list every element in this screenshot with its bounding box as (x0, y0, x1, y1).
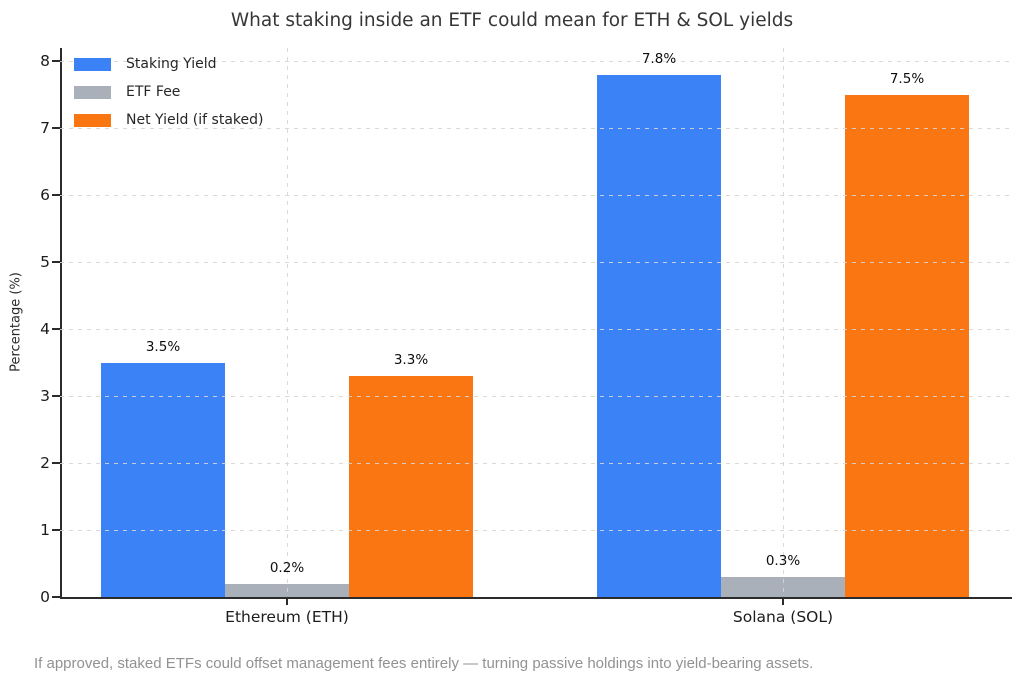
plot-area (60, 48, 1012, 599)
h-gridline (60, 530, 1010, 532)
legend-swatch (74, 57, 111, 71)
bar-value-label: 0.3% (765, 552, 801, 569)
bar-net-yield-if-staked (845, 94, 969, 597)
h-gridline (60, 463, 1010, 465)
x-tick-label: Solana (SOL) (732, 608, 834, 626)
bar-net-yield-if-staked (349, 376, 473, 597)
y-tick-label: 7 (40, 119, 50, 138)
legend-swatch (74, 113, 111, 127)
y-tick-mark (52, 194, 60, 197)
y-tick-label: 3 (40, 387, 50, 406)
legend-item: Staking Yield (74, 56, 263, 72)
chart-title: What staking inside an ETF could mean fo… (230, 10, 794, 31)
caption: If approved, staked ETFs could offset ma… (34, 655, 814, 672)
legend-swatch (74, 85, 111, 99)
bar-value-label: 7.5% (889, 70, 925, 87)
y-tick-mark (52, 395, 60, 398)
bar-value-label: 0.2% (269, 559, 305, 576)
y-tick-label: 8 (40, 52, 50, 71)
y-tick-label: 6 (40, 186, 50, 205)
y-tick-label: 5 (40, 253, 50, 272)
y-tick-mark (52, 328, 60, 331)
bar-value-label: 7.8% (641, 50, 677, 67)
y-tick-mark (52, 462, 60, 465)
bar-value-label: 3.3% (393, 352, 429, 369)
legend-label: Net Yield (if staked) (126, 112, 264, 128)
legend-item: ETF Fee (74, 84, 263, 100)
v-gridline (287, 48, 288, 597)
v-gridline (783, 48, 784, 597)
x-tick-mark (286, 599, 288, 605)
y-tick-mark (52, 127, 60, 130)
y-tick-mark (52, 261, 60, 264)
h-gridline (60, 195, 1010, 197)
legend: Staking Yield ETF Fee Net Yield (if staked… (74, 56, 263, 128)
y-tick-mark (52, 60, 60, 63)
h-gridline (60, 396, 1010, 398)
y-tick-label: 2 (40, 454, 50, 473)
bar-staking-yield (101, 362, 225, 597)
h-gridline (60, 61, 1010, 63)
h-gridline (60, 128, 1010, 130)
y-tick-mark (52, 596, 60, 598)
legend-item: Net Yield (if staked) (74, 112, 263, 128)
h-gridline (60, 329, 1010, 331)
legend-label: ETF Fee (126, 84, 181, 100)
x-tick-mark (782, 599, 784, 605)
y-tick-label: 4 (40, 320, 50, 339)
y-tick-label: 0 (40, 588, 50, 606)
h-gridline (60, 262, 1010, 264)
legend-label: Staking Yield (126, 56, 217, 72)
bar-value-label: 3.5% (145, 338, 181, 355)
x-tick-label: Ethereum (ETH) (225, 608, 349, 626)
y-tick-mark (52, 529, 60, 532)
y-tick-label: 1 (40, 521, 50, 540)
bar-staking-yield (597, 74, 721, 597)
